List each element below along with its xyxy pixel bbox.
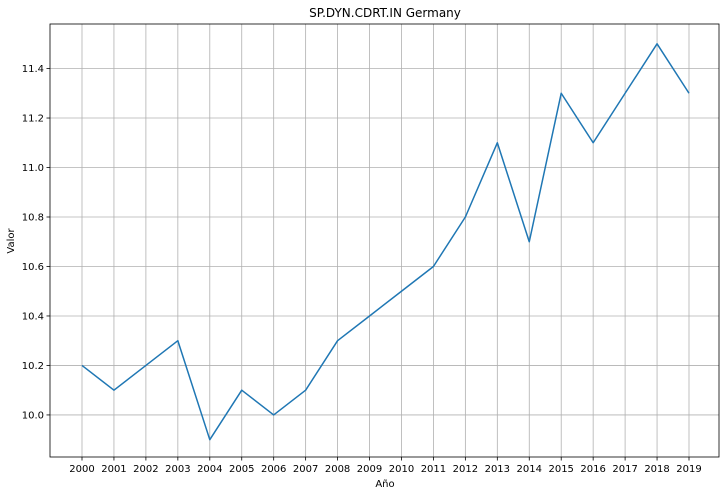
x-tick-label: 2006 <box>261 464 286 475</box>
x-tick-label: 2008 <box>325 464 350 475</box>
y-tick-label: 11.4 <box>22 64 44 75</box>
plot-area <box>50 24 719 457</box>
series-line <box>81 43 690 441</box>
y-tick-label: 10.4 <box>22 311 44 322</box>
y-tick-label: 11.0 <box>22 163 44 174</box>
x-tick-label: 2005 <box>229 464 254 475</box>
x-tick-label: 2012 <box>453 464 478 475</box>
y-tick-label: 10.0 <box>22 410 44 421</box>
x-tick-label: 2002 <box>133 464 158 475</box>
x-tick-label: 2013 <box>485 464 510 475</box>
x-tick-label: 2007 <box>293 464 318 475</box>
x-tick-label: 2018 <box>644 464 669 475</box>
x-tick-label: 2004 <box>197 464 222 475</box>
series-layer <box>81 43 690 441</box>
y-axis: 10.0 10.2 10.4 10.6 10.8 11.0 11.2 11.4 <box>22 64 50 421</box>
y-tick-label: 11.2 <box>22 114 44 125</box>
x-tick-label: 2014 <box>517 464 542 475</box>
x-tick-label: 2009 <box>357 464 382 475</box>
x-axis: 2000 2001 2002 2003 2004 2005 2006 2007 2008 2009… <box>69 457 702 475</box>
grid <box>50 24 719 457</box>
chart-title: SP.DYN.CDRT.IN Germany <box>309 6 461 20</box>
x-tick-label: 2001 <box>101 464 126 475</box>
x-tick-label: 2017 <box>612 464 637 475</box>
y-tick-label: 10.6 <box>22 262 44 273</box>
y-axis-title: Valor <box>6 228 17 254</box>
x-tick-label: 2010 <box>389 464 414 475</box>
x-tick-label: 2000 <box>69 464 94 475</box>
x-tick-label: 2011 <box>421 464 446 475</box>
x-tick-label: 2019 <box>676 464 701 475</box>
x-tick-label: 2016 <box>580 464 605 475</box>
y-tick-label: 10.8 <box>22 212 44 223</box>
y-tick-label: 10.2 <box>22 361 44 372</box>
x-tick-label: 2015 <box>548 464 573 475</box>
x-axis-title: Año <box>375 479 394 490</box>
plot-frame <box>49 23 720 458</box>
x-tick-label: 2003 <box>165 464 190 475</box>
